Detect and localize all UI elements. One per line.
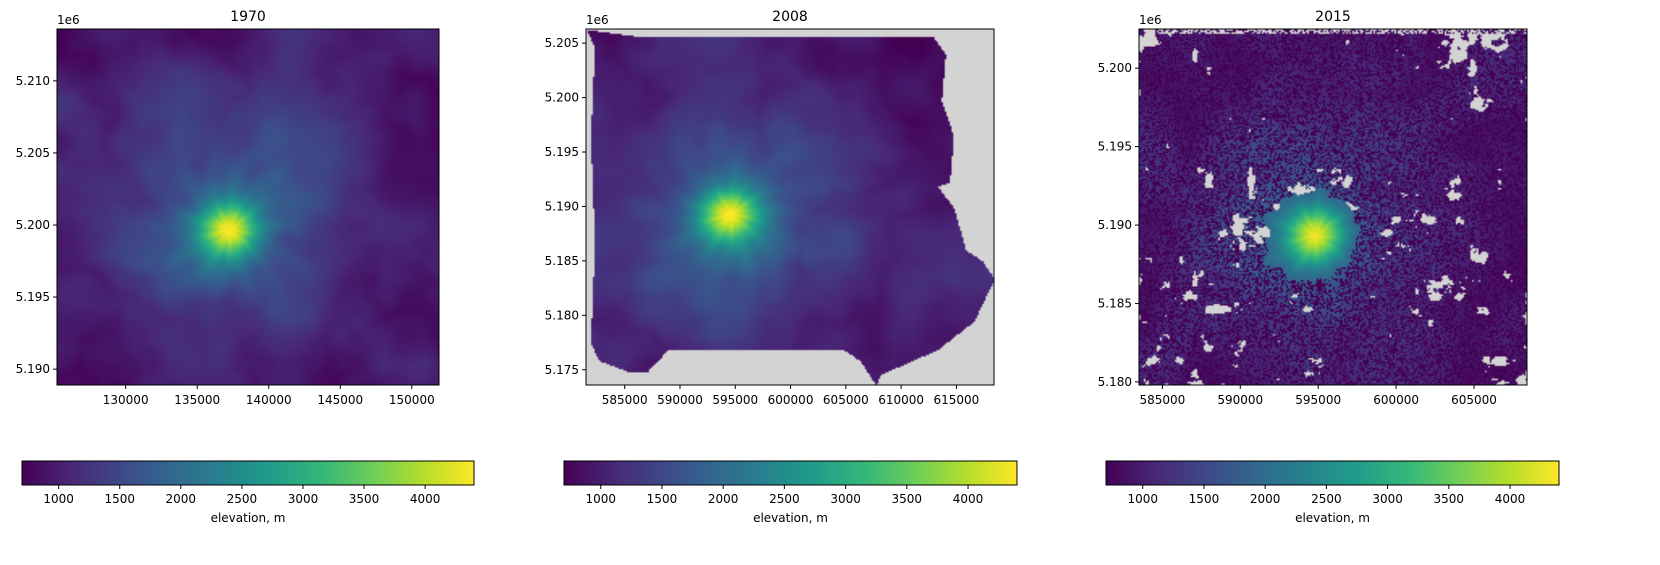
- y-tick-label: 5.195: [1098, 140, 1132, 154]
- x-tick-label: 595000: [1295, 393, 1341, 407]
- colorbar: [1105, 460, 1560, 486]
- x-tick-label: 130000: [103, 393, 149, 407]
- x-tick-label: 590000: [657, 393, 703, 407]
- x-tick-label: 610000: [878, 393, 924, 407]
- x-tick-label: 600000: [1373, 393, 1419, 407]
- colorbar-tick-label: 1500: [1189, 492, 1220, 506]
- x-tick-label: 140000: [246, 393, 292, 407]
- y-tick-label: 5.180: [1098, 375, 1132, 389]
- x-tick-label: 595000: [712, 393, 758, 407]
- y-tick-label: 5.190: [545, 199, 579, 213]
- colorbar-tick-label: 2000: [708, 492, 739, 506]
- colorbar-tick-label: 2000: [166, 492, 197, 506]
- panel-1970: 1970 1e6 130000 135000 140000 145000 150000 5.1…: [16, 9, 475, 525]
- elevation-raster: [586, 29, 994, 385]
- colorbar-label: elevation, m: [211, 511, 286, 525]
- x-tick-label: 600000: [768, 393, 814, 407]
- y-tick-label: 5.195: [545, 145, 579, 159]
- colorbar-tick-label: 1000: [585, 492, 616, 506]
- panel-2015: 2015 1e6 585000 590000 595000 600000 605000 5.1…: [1098, 9, 1560, 525]
- y-offset-label: 1e6: [586, 13, 609, 27]
- y-tick-label: 5.190: [1098, 218, 1132, 232]
- colorbar-tick-label: 3500: [1434, 492, 1465, 506]
- y-tick-label: 5.185: [1098, 296, 1132, 310]
- x-tick-label: 585000: [1139, 393, 1185, 407]
- colorbar-label: elevation, m: [1295, 511, 1370, 525]
- elevation-raster: [1139, 29, 1527, 385]
- axes-frame: [56, 28, 440, 386]
- colorbar-tick-label: 3500: [349, 492, 380, 506]
- colorbar-tick-label: 4000: [410, 492, 441, 506]
- x-tick-label: 150000: [389, 393, 435, 407]
- colorbar-tick-label: 3000: [830, 492, 861, 506]
- colorbar-tick-label: 3000: [288, 492, 319, 506]
- x-tick-label: 605000: [1451, 393, 1497, 407]
- axes-frame: [1138, 28, 1528, 386]
- colorbar-tick-label: 1000: [43, 492, 74, 506]
- colorbar-tick-label: 1500: [647, 492, 678, 506]
- colorbar-tick-label: 2000: [1250, 492, 1281, 506]
- y-tick-label: 5.200: [545, 91, 579, 105]
- colorbar-tick-label: 1500: [104, 492, 135, 506]
- colorbar: [21, 460, 475, 486]
- axes-frame: [585, 28, 995, 386]
- y-tick-label: 5.195: [16, 290, 50, 304]
- panel-2008: 2008 1e6 585000 590000 595000 600000 605000 610…: [545, 9, 1018, 525]
- colorbar-tick-label: 2500: [227, 492, 258, 506]
- colorbar-tick-label: 2500: [769, 492, 800, 506]
- colorbar-tick-label: 4000: [1495, 492, 1526, 506]
- colorbar: [563, 460, 1018, 486]
- y-tick-label: 5.210: [16, 74, 50, 88]
- colorbar-label: elevation, m: [753, 511, 828, 525]
- y-tick-label: 5.185: [545, 254, 579, 268]
- colorbar-tick-label: 1000: [1127, 492, 1158, 506]
- y-tick-label: 5.200: [16, 218, 50, 232]
- x-tick-label: 135000: [174, 393, 220, 407]
- y-offset-label: 1e6: [1139, 13, 1162, 27]
- panel-title: 1970: [230, 9, 266, 25]
- panel-title: 2015: [1315, 9, 1351, 25]
- colorbar-tick-label: 2500: [1311, 492, 1342, 506]
- y-tick-label: 5.200: [1098, 61, 1132, 75]
- y-tick-label: 5.190: [16, 362, 50, 376]
- colorbar-tick-label: 3000: [1372, 492, 1403, 506]
- x-tick-label: 585000: [602, 393, 648, 407]
- colorbar-tick-label: 4000: [953, 492, 984, 506]
- y-tick-label: 5.205: [545, 36, 579, 50]
- colorbar-tick-label: 3500: [892, 492, 923, 506]
- x-tick-label: 615000: [934, 393, 980, 407]
- panel-title: 2008: [772, 9, 808, 25]
- elevation-raster: [57, 29, 439, 385]
- y-offset-label: 1e6: [57, 13, 80, 27]
- x-tick-label: 605000: [823, 393, 869, 407]
- x-tick-label: 145000: [317, 393, 363, 407]
- y-tick-label: 5.180: [545, 308, 579, 322]
- y-tick-label: 5.175: [545, 363, 579, 377]
- x-tick-label: 590000: [1217, 393, 1263, 407]
- y-tick-label: 5.205: [16, 146, 50, 160]
